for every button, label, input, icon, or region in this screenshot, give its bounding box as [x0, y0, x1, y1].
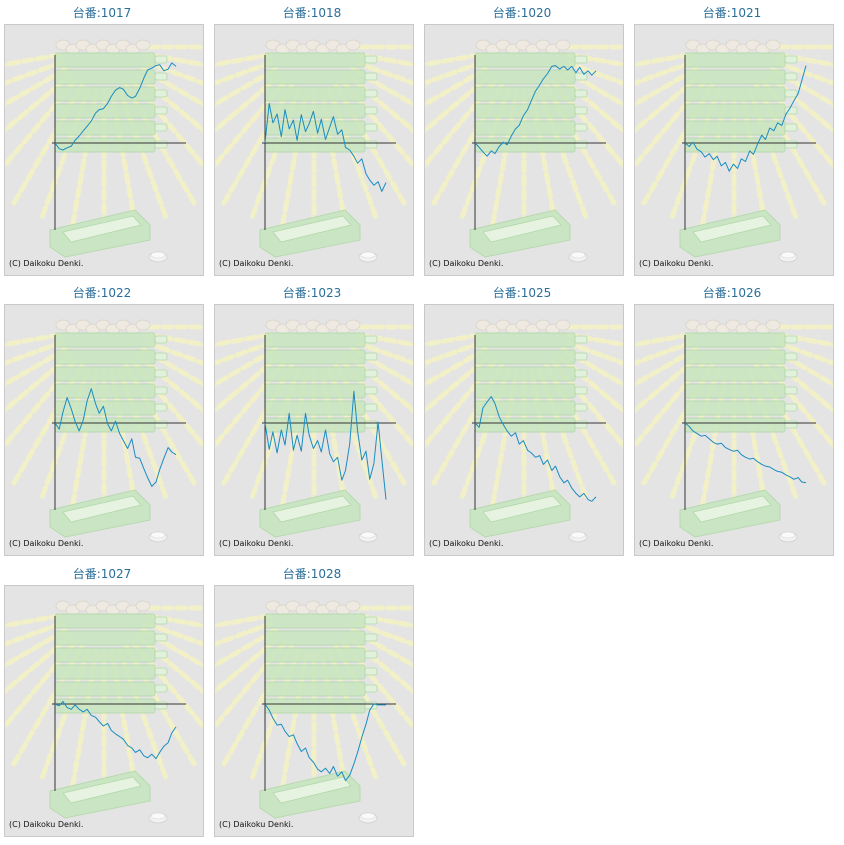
machine-graph-card: 台番:1028 (C) Daikoku Denki.: [210, 561, 414, 837]
copyright-text: (C) Daikoku Denki.: [9, 259, 84, 268]
chart-panel: (C) Daikoku Denki.: [4, 24, 204, 276]
chart-panel: (C) Daikoku Denki.: [214, 585, 414, 837]
series-line: [264, 390, 387, 500]
copyright-text: (C) Daikoku Denki.: [429, 539, 504, 548]
chart-panel: (C) Daikoku Denki.: [424, 24, 624, 276]
copyright-text: (C) Daikoku Denki.: [639, 539, 714, 548]
watermark-illustration: [215, 39, 413, 263]
line-chart: [635, 39, 833, 263]
copyright-text: (C) Daikoku Denki.: [639, 259, 714, 268]
chart-panel: (C) Daikoku Denki.: [4, 304, 204, 556]
machine-number-title[interactable]: 台番:1018: [282, 6, 342, 20]
chart-panel: (C) Daikoku Denki.: [214, 304, 414, 556]
chart-panel: (C) Daikoku Denki.: [424, 304, 624, 556]
copyright-text: (C) Daikoku Denki.: [429, 259, 504, 268]
series-line: [54, 700, 177, 760]
machine-graph-card: 台番:1017 (C) Daikoku Denki.: [0, 0, 204, 276]
watermark-illustration: [635, 39, 833, 263]
machine-number-title[interactable]: 台番:1022: [72, 286, 132, 300]
machine-number-title[interactable]: 台番:1025: [492, 286, 552, 300]
machine-number-title[interactable]: 台番:1023: [282, 286, 342, 300]
machine-number-title[interactable]: 台番:1027: [72, 567, 132, 581]
series-line: [684, 65, 807, 172]
machine-number-title[interactable]: 台番:1020: [492, 6, 552, 20]
series-line: [474, 396, 597, 502]
machine-graph-card: 台番:1026 (C) Daikoku Denki.: [630, 280, 834, 556]
chart-panel: (C) Daikoku Denki.: [214, 24, 414, 276]
watermark-illustration: [215, 600, 413, 824]
machine-number-title[interactable]: 台番:1026: [702, 286, 762, 300]
machine-number-title[interactable]: 台番:1028: [282, 567, 342, 581]
copyright-text: (C) Daikoku Denki.: [219, 820, 294, 829]
series-line: [684, 422, 807, 484]
series-line: [474, 65, 597, 157]
copyright-text: (C) Daikoku Denki.: [219, 539, 294, 548]
watermark-illustration: [5, 600, 203, 824]
machine-graph-card: 台番:1025 (C) Daikoku Denki.: [420, 280, 624, 556]
line-chart: [5, 319, 203, 543]
chart-panel: (C) Daikoku Denki.: [4, 585, 204, 837]
machine-number-title[interactable]: 台番:1021: [702, 6, 762, 20]
series-line: [264, 703, 386, 782]
line-chart: [425, 39, 623, 263]
line-chart: [635, 319, 833, 543]
line-chart: [215, 39, 413, 263]
watermark-illustration: [215, 319, 413, 543]
chart-panel: (C) Daikoku Denki.: [634, 24, 834, 276]
line-chart: [5, 600, 203, 824]
line-chart: [215, 319, 413, 543]
watermark-illustration: [425, 319, 623, 543]
copyright-text: (C) Daikoku Denki.: [9, 820, 84, 829]
copyright-text: (C) Daikoku Denki.: [9, 539, 84, 548]
machine-graph-card: 台番:1027 (C) Daikoku Denki.: [0, 561, 204, 837]
machine-graph-card: 台番:1022 (C) Daikoku Denki.: [0, 280, 204, 556]
watermark-illustration: [5, 319, 203, 543]
series-line: [264, 102, 387, 192]
machine-graph-card: 台番:1021 (C) Daikoku Denki.: [630, 0, 834, 276]
watermark-illustration: [5, 39, 203, 263]
line-chart: [425, 319, 623, 543]
copyright-text: (C) Daikoku Denki.: [219, 259, 294, 268]
machine-graph-card: 台番:1020 (C) Daikoku Denki.: [420, 0, 624, 276]
watermark-illustration: [425, 39, 623, 263]
line-chart: [215, 600, 413, 824]
chart-panel: (C) Daikoku Denki.: [634, 304, 834, 556]
machine-number-title[interactable]: 台番:1017: [72, 6, 132, 20]
line-chart: [5, 39, 203, 263]
machine-graph-card: 台番:1023 (C) Daikoku Denki.: [210, 280, 414, 556]
machine-graph-card: 台番:1018 (C) Daikoku Denki.: [210, 0, 414, 276]
watermark-illustration: [635, 319, 833, 543]
series-line: [54, 388, 177, 487]
series-line: [54, 62, 177, 151]
